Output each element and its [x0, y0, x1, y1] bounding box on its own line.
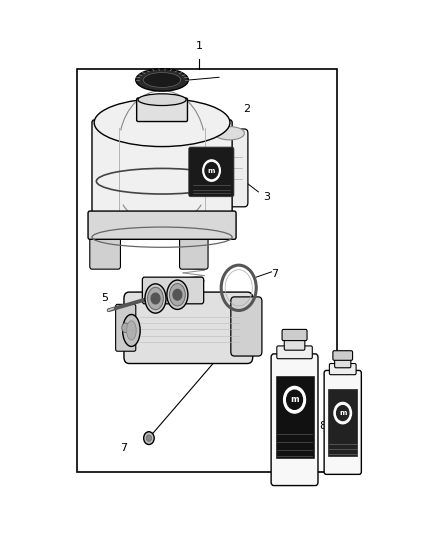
Text: m: m: [290, 395, 299, 404]
FancyBboxPatch shape: [116, 304, 136, 351]
Text: 5: 5: [101, 293, 108, 303]
Text: m: m: [339, 410, 346, 416]
Bar: [77, 69, 337, 472]
FancyBboxPatch shape: [211, 129, 248, 207]
FancyBboxPatch shape: [333, 351, 353, 360]
Ellipse shape: [136, 69, 188, 91]
Circle shape: [284, 386, 305, 413]
FancyBboxPatch shape: [137, 98, 187, 122]
Circle shape: [173, 289, 182, 300]
FancyBboxPatch shape: [124, 292, 253, 364]
Text: 3: 3: [263, 192, 270, 202]
FancyBboxPatch shape: [324, 370, 361, 474]
Text: 6: 6: [184, 291, 191, 301]
FancyBboxPatch shape: [284, 336, 305, 350]
Text: 1: 1: [196, 41, 203, 51]
Text: 7: 7: [272, 270, 279, 279]
FancyBboxPatch shape: [231, 297, 262, 356]
FancyBboxPatch shape: [271, 354, 318, 486]
FancyBboxPatch shape: [282, 329, 307, 341]
Ellipse shape: [167, 280, 188, 309]
Ellipse shape: [215, 126, 244, 140]
Circle shape: [205, 163, 218, 179]
Text: 4: 4: [92, 238, 99, 247]
Ellipse shape: [146, 435, 152, 441]
Ellipse shape: [123, 314, 140, 346]
FancyBboxPatch shape: [277, 346, 312, 359]
Ellipse shape: [144, 432, 154, 445]
Text: 8: 8: [320, 422, 327, 431]
Ellipse shape: [138, 94, 186, 106]
Circle shape: [122, 323, 130, 333]
Circle shape: [286, 390, 302, 409]
Ellipse shape: [145, 284, 166, 313]
Circle shape: [336, 406, 349, 421]
Circle shape: [203, 160, 220, 181]
FancyBboxPatch shape: [92, 120, 232, 219]
Bar: [276, 376, 314, 458]
Circle shape: [151, 293, 160, 304]
FancyBboxPatch shape: [90, 233, 120, 269]
Ellipse shape: [127, 321, 136, 340]
FancyBboxPatch shape: [335, 356, 351, 368]
Ellipse shape: [94, 99, 230, 147]
Text: 2: 2: [243, 104, 250, 114]
Circle shape: [334, 402, 351, 424]
Text: m: m: [208, 167, 215, 174]
FancyBboxPatch shape: [142, 277, 204, 304]
Ellipse shape: [148, 287, 163, 310]
Ellipse shape: [170, 284, 185, 306]
FancyBboxPatch shape: [329, 364, 356, 375]
FancyBboxPatch shape: [88, 211, 236, 239]
Bar: [328, 389, 357, 456]
Text: 7: 7: [120, 443, 127, 453]
FancyBboxPatch shape: [189, 147, 234, 197]
Ellipse shape: [96, 201, 228, 231]
FancyBboxPatch shape: [180, 235, 208, 269]
Ellipse shape: [143, 72, 180, 87]
